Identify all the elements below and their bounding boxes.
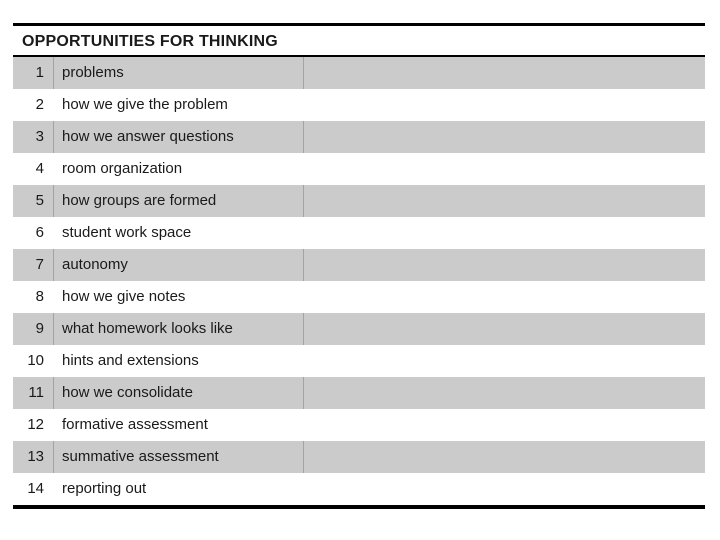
- table-row: 14 reporting out: [13, 473, 705, 505]
- row-label: how we give notes: [62, 288, 186, 305]
- table-row: 4 room organization: [13, 153, 705, 185]
- table-row: 10 hints and extensions: [13, 345, 705, 377]
- row-empty-cell: [304, 313, 705, 345]
- table-row: 3 how we answer questions: [13, 121, 705, 153]
- table-row: 5 how groups are formed: [13, 185, 705, 217]
- row-label: room organization: [62, 160, 183, 177]
- row-number: 9: [13, 313, 54, 345]
- row-label: how we answer questions: [54, 121, 304, 153]
- row-number: 4: [35, 160, 44, 177]
- table-body: 1 problems 2 how we give the problem 3 h…: [13, 57, 705, 505]
- table-title: OPPORTUNITIES FOR THINKING: [13, 26, 705, 57]
- row-empty-cell: [304, 185, 705, 217]
- row-number: 13: [13, 441, 54, 473]
- row-empty-cell: [304, 121, 705, 153]
- row-empty-cell: [304, 281, 705, 313]
- table-row: 1 problems: [13, 57, 705, 89]
- table-row: 9 what homework looks like: [13, 313, 705, 345]
- row-empty-cell: [304, 89, 705, 121]
- row-number: 3: [13, 121, 54, 153]
- table-row: 11 how we consolidate: [13, 377, 705, 409]
- row-number: 14: [27, 480, 44, 497]
- row-empty-cell: [304, 441, 705, 473]
- row-label: formative assessment: [62, 416, 208, 433]
- row-label: problems: [54, 57, 304, 89]
- row-empty-cell: [304, 217, 705, 249]
- row-label: hints and extensions: [62, 352, 199, 369]
- row-empty-cell: [304, 409, 705, 441]
- row-label: student work space: [62, 224, 192, 241]
- table-row: 7 autonomy: [13, 249, 705, 281]
- row-empty-cell: [304, 473, 705, 505]
- row-number: 7: [13, 249, 54, 281]
- row-number: 5: [13, 185, 54, 217]
- row-empty-cell: [304, 153, 705, 185]
- table-row: 8 how we give notes: [13, 281, 705, 313]
- table-row: 12 formative assessment: [13, 409, 705, 441]
- row-label: summative assessment: [54, 441, 304, 473]
- row-number: 2: [35, 96, 44, 113]
- row-empty-cell: [304, 57, 705, 89]
- row-number: 6: [35, 224, 44, 241]
- table-row: 6 student work space: [13, 217, 705, 249]
- row-empty-cell: [304, 345, 705, 377]
- row-label: autonomy: [54, 249, 304, 281]
- row-label: how we consolidate: [54, 377, 304, 409]
- table-row: 13 summative assessment: [13, 441, 705, 473]
- row-empty-cell: [304, 377, 705, 409]
- table-row: 2 how we give the problem: [13, 89, 705, 121]
- row-label: how groups are formed: [54, 185, 304, 217]
- row-label: reporting out: [62, 480, 147, 497]
- row-number: 12: [27, 416, 44, 433]
- row-number: 1: [13, 57, 54, 89]
- row-label: what homework looks like: [54, 313, 304, 345]
- row-number: 10: [27, 352, 44, 369]
- row-empty-cell: [304, 249, 705, 281]
- row-number: 8: [35, 288, 44, 305]
- row-label: how we give the problem: [62, 96, 228, 113]
- row-number: 11: [13, 377, 54, 409]
- opportunities-table: OPPORTUNITIES FOR THINKING 1 problems 2 …: [13, 23, 705, 509]
